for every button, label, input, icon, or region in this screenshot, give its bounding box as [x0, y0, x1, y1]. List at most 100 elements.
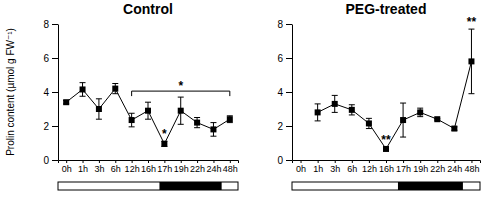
error-bar [227, 116, 233, 123]
x-tick: 48h [464, 160, 479, 174]
x-tick-mark [197, 160, 198, 163]
x-tick-label: 0h [296, 164, 306, 174]
x-tick-mark [471, 160, 472, 163]
x-tick-label: 19h [174, 164, 189, 174]
y-tick-label: 6 [277, 53, 283, 64]
error-bar-cap [332, 112, 338, 113]
data-point [80, 86, 86, 92]
error-bar [178, 97, 184, 124]
error-bar [366, 118, 372, 128]
y-tick: 0 [277, 155, 292, 166]
y-tick: 8 [277, 19, 292, 30]
x-tick-label: 48h [464, 164, 479, 174]
data-point [366, 120, 372, 126]
x-tick: 1h [78, 160, 88, 174]
y-tick-label: 2 [43, 121, 49, 132]
error-bar-cap [349, 114, 355, 115]
error-bar [468, 29, 474, 94]
y-axis-line [58, 25, 59, 161]
x-tick-mark [437, 160, 438, 163]
x-tick-label: 16h [141, 164, 156, 174]
error-bar-cap [332, 95, 338, 96]
data-point [112, 86, 118, 92]
y-tick: 6 [43, 53, 58, 64]
error-bar-cap [366, 128, 372, 129]
x-tick: 17h [396, 160, 411, 174]
x-tick-label: 22h [190, 164, 205, 174]
title: Control [123, 1, 173, 17]
y-axis: 02468 [43, 19, 58, 166]
x-tick-label: 3h [330, 164, 340, 174]
error-bar-cap [366, 118, 372, 119]
error-bar-cap [227, 115, 233, 116]
x-tick: 17h [157, 160, 172, 174]
data-point [468, 58, 474, 64]
x-tick-label: 24h [206, 164, 221, 174]
error-bar-cap [178, 97, 184, 98]
data-point [315, 109, 321, 115]
x-tick: 19h [174, 160, 189, 174]
x-tick-mark [420, 160, 421, 163]
data-point [194, 120, 200, 126]
x-tick-label: 22h [430, 164, 445, 174]
x-axis-line [59, 161, 239, 164]
x-tick-label: 0h [62, 164, 72, 174]
dark-period-bar [159, 182, 221, 190]
dark-period-bar [398, 182, 463, 190]
x-tick-label: 1h [313, 164, 323, 174]
y-tick-label: 6 [43, 53, 49, 64]
error-bar [80, 83, 86, 97]
error-bar-cap [400, 103, 406, 104]
error-bar [417, 108, 423, 117]
y-tick-mark [286, 24, 292, 25]
x-tick-label: 6h [111, 164, 121, 174]
y-tick-mark [52, 160, 58, 161]
data-point [332, 101, 338, 107]
error-bar-cap [129, 113, 135, 114]
error-bar-cap [417, 108, 423, 109]
x-tick-label: 17h [157, 164, 172, 174]
x-tick: 3h [330, 160, 340, 174]
x-tick-label: 24h [447, 164, 462, 174]
error-bar-cap [112, 83, 118, 84]
error-bar [129, 113, 135, 127]
data-point [417, 109, 423, 115]
panel: PEG-treated024680h1h3h6h12h16h17h19h22h2… [277, 1, 480, 190]
annotation: * [162, 127, 167, 141]
series-line [318, 61, 472, 149]
error-bar [349, 105, 355, 115]
x-tick-mark [403, 160, 404, 163]
error-bar-cap [227, 122, 233, 123]
x-tick-mark [99, 160, 100, 163]
data-point [161, 141, 167, 147]
x-tick-mark [230, 160, 231, 163]
data-point [178, 108, 184, 114]
y-tick-mark [52, 126, 58, 127]
x-tick-label: 12h [362, 164, 377, 174]
x-tick-mark [335, 160, 336, 163]
x-tick-label: 16h [379, 164, 394, 174]
x-tick-mark [115, 160, 116, 163]
x-tick-mark [454, 160, 455, 163]
error-bar-cap [468, 93, 474, 94]
title: PEG-treated [346, 1, 427, 17]
x-axis-line [293, 161, 481, 164]
series-line [66, 89, 230, 144]
x-tick-label: 12h [125, 164, 140, 174]
annotation: ** [467, 15, 477, 29]
error-bar-cap [145, 102, 151, 103]
y-tick-mark [286, 160, 292, 161]
y-tick-mark [286, 92, 292, 93]
error-bar-cap [80, 82, 86, 83]
x-tick: 6h [347, 160, 357, 174]
error-bar [210, 123, 216, 137]
data-point [400, 117, 406, 123]
y-tick: 2 [277, 121, 292, 132]
x-tick: 19h [413, 160, 428, 174]
annotation: * [178, 79, 183, 93]
error-bar-cap [129, 126, 135, 127]
x-tick: 22h [190, 160, 205, 174]
chart: ControlProlin content (µmol g FW⁻¹)02468… [0, 0, 500, 210]
x-axis: 0h1h3h6h12h16h17h19h22h24h48h [59, 160, 239, 174]
x-tick-label: 3h [94, 164, 104, 174]
